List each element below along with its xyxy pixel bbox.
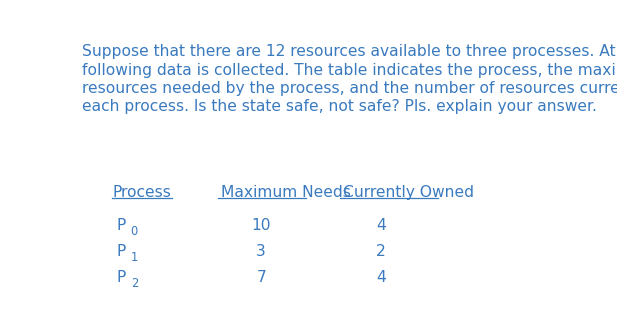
- Text: Process: Process: [113, 184, 172, 200]
- Text: Maximum Needs: Maximum Needs: [221, 184, 350, 200]
- Text: 10: 10: [252, 218, 271, 233]
- Text: 7: 7: [256, 270, 266, 285]
- Text: 2: 2: [376, 244, 386, 259]
- Text: resources needed by the process, and the number of resources currently owned by: resources needed by the process, and the…: [82, 81, 617, 96]
- Text: 0: 0: [131, 225, 138, 238]
- Text: P: P: [117, 270, 126, 285]
- Text: Currently Owned: Currently Owned: [342, 184, 473, 200]
- Text: P: P: [117, 244, 126, 259]
- Text: 2: 2: [131, 277, 138, 290]
- Text: P: P: [117, 218, 126, 233]
- Text: 4: 4: [376, 270, 386, 285]
- Text: 4: 4: [376, 218, 386, 233]
- Text: 3: 3: [256, 244, 266, 259]
- Text: Suppose that there are 12 resources available to three processes. At time 0, the: Suppose that there are 12 resources avai…: [82, 44, 617, 59]
- Text: following data is collected. The table indicates the process, the maximum number: following data is collected. The table i…: [82, 62, 617, 78]
- Text: each process. Is the state safe, not safe? Pls. explain your answer.: each process. Is the state safe, not saf…: [82, 99, 597, 114]
- Text: 1: 1: [131, 251, 138, 264]
